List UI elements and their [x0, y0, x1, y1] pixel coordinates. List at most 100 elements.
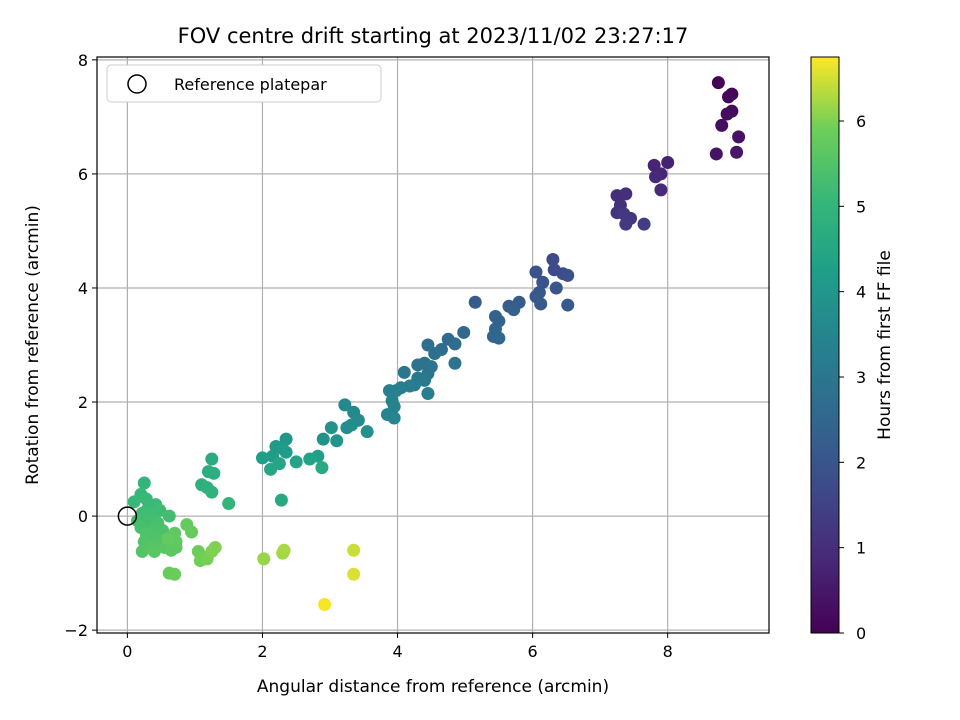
- y-axis-label: Rotation from reference (arcmin): [23, 205, 43, 485]
- data-point: [421, 386, 435, 400]
- data-point: [135, 544, 149, 558]
- colorbar-frame: [810, 56, 840, 634]
- colorbar-label: Hours from first FF file: [875, 250, 895, 440]
- data-point: [324, 421, 338, 435]
- data-point: [303, 452, 317, 466]
- data-point: [289, 455, 303, 469]
- data-point: [546, 252, 560, 266]
- data-point: [468, 295, 482, 309]
- data-point: [222, 497, 236, 511]
- data-point: [403, 379, 417, 393]
- data-point: [274, 493, 288, 507]
- data-point: [340, 421, 354, 435]
- data-point: [207, 466, 221, 480]
- data-point: [492, 331, 506, 345]
- data-point: [715, 118, 729, 132]
- y-tick-label: 4: [78, 279, 88, 298]
- data-point: [264, 462, 278, 476]
- data-point: [448, 356, 462, 370]
- data-point: [387, 411, 401, 425]
- colorbar-tick-label: 3: [856, 368, 866, 387]
- legend-box: [106, 64, 382, 103]
- data-point: [255, 451, 269, 465]
- data-point: [720, 107, 734, 121]
- data-point: [709, 147, 723, 161]
- legend-marker: [127, 74, 147, 94]
- data-point: [147, 544, 161, 558]
- data-point: [654, 183, 668, 197]
- data-point: [347, 543, 361, 557]
- data-point: [561, 298, 575, 312]
- data-point: [205, 485, 219, 499]
- data-point: [649, 170, 663, 184]
- data-point: [185, 525, 199, 539]
- x-tick-label: 0: [122, 642, 132, 661]
- data-point: [137, 476, 151, 490]
- colorbar-tick-label: 4: [856, 283, 866, 302]
- colorbar-ticks: 0 1 2 3 4 5 6: [839, 112, 866, 643]
- data-point: [389, 384, 403, 398]
- colorbar: 0 1 2 3 4 5 6 Hours from first FF file: [810, 56, 895, 643]
- colorbar-tick-label: 5: [856, 197, 866, 216]
- data-point: [338, 398, 352, 412]
- y-tick-label: −2: [64, 621, 88, 640]
- data-point: [316, 432, 330, 446]
- data-point: [168, 567, 182, 581]
- data-point: [347, 567, 361, 581]
- legend-entry-reference: Reference platepar: [174, 75, 327, 94]
- data-point: [139, 492, 153, 506]
- x-tick-label: 6: [528, 642, 538, 661]
- data-point: [330, 434, 344, 448]
- x-tick-label: 4: [392, 642, 402, 661]
- data-point: [619, 217, 633, 231]
- data-point: [162, 509, 176, 523]
- reference-point: [117, 506, 138, 526]
- y-tick-label: 6: [78, 165, 88, 184]
- data-point: [315, 461, 329, 475]
- data-point: [529, 265, 543, 279]
- data-point: [507, 303, 521, 317]
- colorbar-tick-label: 2: [856, 453, 866, 472]
- data-point: [205, 452, 219, 466]
- y-tick-label: 8: [78, 51, 88, 70]
- data-point: [448, 337, 462, 351]
- data-point: [534, 297, 548, 311]
- data-point: [721, 90, 735, 104]
- data-point: [561, 268, 575, 282]
- data-point: [730, 145, 744, 159]
- colorbar-tick-label: 1: [856, 539, 866, 558]
- y-axis-ticks: −2 0 2 4 6 8: [64, 51, 97, 640]
- y-tick-label: 2: [78, 393, 88, 412]
- x-axis-ticks: 0 2 4 6 8: [122, 633, 673, 661]
- colorbar-tick-label: 0: [856, 624, 866, 643]
- y-tick-label: 0: [78, 507, 88, 526]
- legend: Reference platepar: [106, 64, 382, 103]
- colorbar-tick-label: 6: [856, 112, 866, 131]
- data-point: [661, 156, 675, 170]
- data-points: [127, 76, 746, 611]
- chart-title: FOV centre drift starting at 2023/11/02 …: [178, 24, 689, 48]
- x-tick-label: 8: [663, 642, 673, 661]
- data-point: [418, 373, 432, 387]
- colorbar-gradient: [811, 57, 839, 633]
- data-point: [360, 425, 374, 439]
- data-point: [208, 540, 222, 554]
- data-point: [711, 76, 725, 90]
- data-point: [257, 552, 271, 566]
- data-point: [277, 543, 291, 557]
- data-point: [619, 187, 633, 201]
- data-point: [279, 445, 293, 459]
- data-point: [637, 217, 651, 231]
- x-axis-label: Angular distance from reference (arcmin): [257, 677, 609, 697]
- x-tick-label: 2: [257, 642, 267, 661]
- data-point: [549, 281, 563, 295]
- data-point: [127, 495, 141, 509]
- data-point: [161, 532, 175, 546]
- plot-frame: [96, 56, 770, 634]
- data-point: [397, 365, 411, 379]
- data-point: [318, 597, 332, 611]
- data-point: [732, 130, 746, 144]
- data-point: [428, 347, 442, 361]
- data-point: [536, 275, 550, 289]
